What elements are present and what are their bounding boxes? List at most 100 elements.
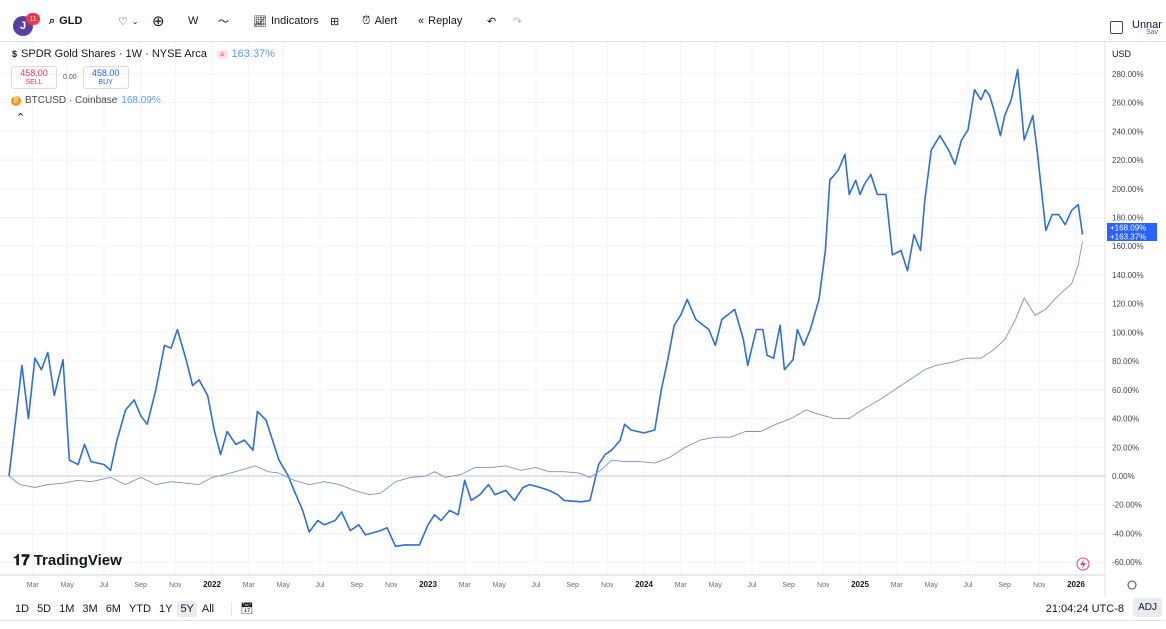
adj-button[interactable]: ADJ [1133,598,1162,617]
price-tick-label: -20.00% [1112,501,1142,510]
undo-button[interactable]: ↶ [487,13,496,29]
lightning-glyph [1080,559,1086,569]
collapse-legend-icon[interactable]: ⌃ [16,112,26,124]
price-tick-label: 80.00% [1112,357,1139,366]
alert-button[interactable]: ⏰︎ Alert [362,13,397,29]
trade-buttons: 458.00 SELL 0.00 458.00 BUY [11,66,129,89]
chart-type-button[interactable]: 〜 [218,13,229,29]
main-symbol-title[interactable]: SPDR Gold Shares · 1W · NYSE Arca [21,48,207,60]
time-tick-label: Mar [675,582,688,589]
compare-legend: ₿ BTCUSD · Coinbase 168.09% [11,95,161,106]
time-tick-label: Mar [891,582,904,589]
tv-logo-icon: 𝟏𝟕 [13,552,30,569]
sell-price: 458.00 [20,68,48,78]
time-axis: Mar May Jul Sep Nov 2022 Mar May Jul Sep Nov 2023 Ma… [27,580,1086,589]
price-tick-label: 0.00% [1112,472,1135,481]
time-tick-label: May [925,582,939,589]
compare-add-button[interactable]: ⊕ [152,13,165,30]
time-tick-label: Nov [385,582,398,589]
price-tick-label: 40.00% [1112,415,1139,424]
chart-canvas[interactable]: 280.00% 260.00% 240.00% 220.00% 200.00% 180.0… [0,0,1166,597]
time-tick-label: Nov [169,582,182,589]
compare-pct: 168.09% [121,95,161,106]
range-button-1d[interactable]: 1D [15,602,30,615]
layout-checkbox[interactable] [1110,21,1123,34]
price-tick-label: 60.00% [1112,386,1139,395]
sell-button[interactable]: 458.00 SELL [11,66,57,89]
symbol-label: GLD [59,15,83,27]
replay-button[interactable]: «Replay [418,13,462,29]
grid [0,42,1105,575]
time-tick-label: Jul [964,582,973,589]
btc-last-label: +168.09% [1110,224,1146,233]
buy-button[interactable]: 458.00 BUY [82,66,129,89]
main-legend: $ SPDR Gold Shares · 1W · NYSE Arca ≡ 16… [12,48,275,60]
bottom-toolbar: 1D 5D 1M 3M 6M YTD 1Y 5Y All 📅︎ 21:04:24 UTC-8 A… [0,597,1166,621]
price-tick-label: 280.00% [1112,70,1144,79]
range-button-6m[interactable]: 6M [105,602,121,615]
date-range-icon[interactable]: 📅︎ [231,602,254,615]
clock[interactable]: 21:04:24 UTC-8 [1045,603,1124,615]
top-toolbar: J 11 ⌕ GLD ♡ ⌄ ⊕ W 〜 📈︎ Indicators ⊞ ⏰︎ Aler… [0,0,1166,42]
price-tick-label: 220.00% [1112,156,1144,165]
time-tick-label: Nov [1033,582,1046,589]
spread-value: 0.00 [63,74,77,81]
price-tick-label: 240.00% [1112,127,1144,136]
time-tick-label: May [709,582,723,589]
time-tick-label: Jul [532,582,541,589]
undo-icon: ↶ [487,15,497,28]
indicators-label: Indicators [270,15,319,27]
btc-last-label-bg [1107,223,1157,232]
time-tick-label: Sep [134,582,147,589]
series-line-gld [8,241,1083,496]
alert-label: Alert [374,15,398,27]
range-button-1m[interactable]: 1M [59,602,75,615]
layouts-button[interactable]: ⊞ [330,13,339,29]
gld-last-label-bg [1107,232,1157,241]
range-button-1y[interactable]: 1Y [158,602,173,615]
indicators-button[interactable]: 📈︎ Indicators [253,13,319,29]
time-tick-label: Jul [316,582,325,589]
compare-symbol[interactable]: BTCUSD · Coinbase [25,95,118,106]
range-button-ytd[interactable]: YTD [128,602,151,615]
tradingview-logo[interactable]: 𝟏𝟕 TradingView [13,552,122,569]
time-tick-label: 2022 [203,580,221,589]
redo-button[interactable]: ↷ [513,13,522,29]
time-tick-label: Sep [782,582,795,589]
diamond-icon: ♡ [118,15,128,28]
price-tick-label: 100.00% [1112,328,1144,337]
price-tick-label: 200.00% [1112,185,1144,194]
lightning-icon [1076,557,1090,571]
symbol-mode-dropdown[interactable]: ♡ ⌄ [118,13,139,29]
range-buttons: 1D 5D 1M 3M 6M YTD 1Y 5Y All [10,600,217,617]
plus-circle-icon: ⊕ [152,13,165,30]
layout-name[interactable]: Unnar [1132,19,1162,31]
range-button-all[interactable]: All [201,602,215,615]
currency-selector[interactable]: USD [1112,49,1131,59]
price-tick-label: 140.00% [1112,271,1144,280]
range-button-5d[interactable]: 5D [37,602,52,615]
bitcoin-icon: ₿ [11,95,21,106]
rewind-icon: « [418,15,425,27]
symbol-search[interactable]: ⌕ GLD [49,13,82,29]
eye-icon[interactable]: ≡ [216,49,228,59]
interval-button[interactable]: W [188,15,199,27]
brand-label: TradingView [33,552,122,569]
save-link[interactable]: Sav [1146,29,1159,36]
price-tick-label: 160.00% [1112,242,1144,251]
main-pct: 163.37% [231,48,275,60]
price-tick-label: -60.00% [1112,558,1142,567]
time-tick-label: Nov [817,582,830,589]
price-tick-label: 120.00% [1112,300,1144,309]
range-button-5y[interactable]: 5Y [177,600,197,617]
time-tick-label: May [61,582,75,589]
settings-icon[interactable] [1127,580,1137,590]
time-tick-label: Sep [566,582,579,589]
series-line-btcusd [8,68,1084,548]
gld-last-label: +163.37% [1110,233,1146,242]
time-tick-label: Mar [27,582,40,589]
time-tick-label: Sep [350,582,363,589]
time-tick-label: Jul [100,582,109,589]
range-button-3m[interactable]: 3M [82,602,98,615]
time-tick-label: 2023 [419,580,437,589]
